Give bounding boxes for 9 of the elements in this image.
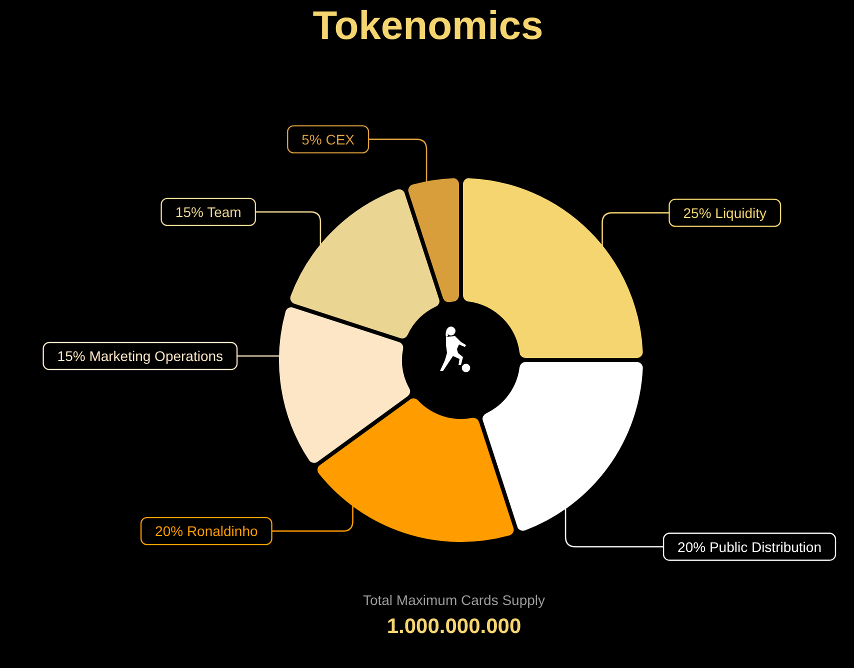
text: Total Maximum Cards Supply <box>362 592 546 608</box>
text: 1.000.000.000 <box>386 615 522 639</box>
slice-label: 20% Public Distribution <box>678 538 822 555</box>
slice-label: 20% Ronaldinho <box>155 523 258 540</box>
slice-label: 15% Team <box>175 204 242 220</box>
slice-label: 25% Liquidity <box>683 204 767 221</box>
slice-label: 15% Marketing Operations <box>57 348 224 364</box>
slice-label: 5% CEX <box>302 131 356 148</box>
chart-title: Tokenomics <box>312 4 544 49</box>
